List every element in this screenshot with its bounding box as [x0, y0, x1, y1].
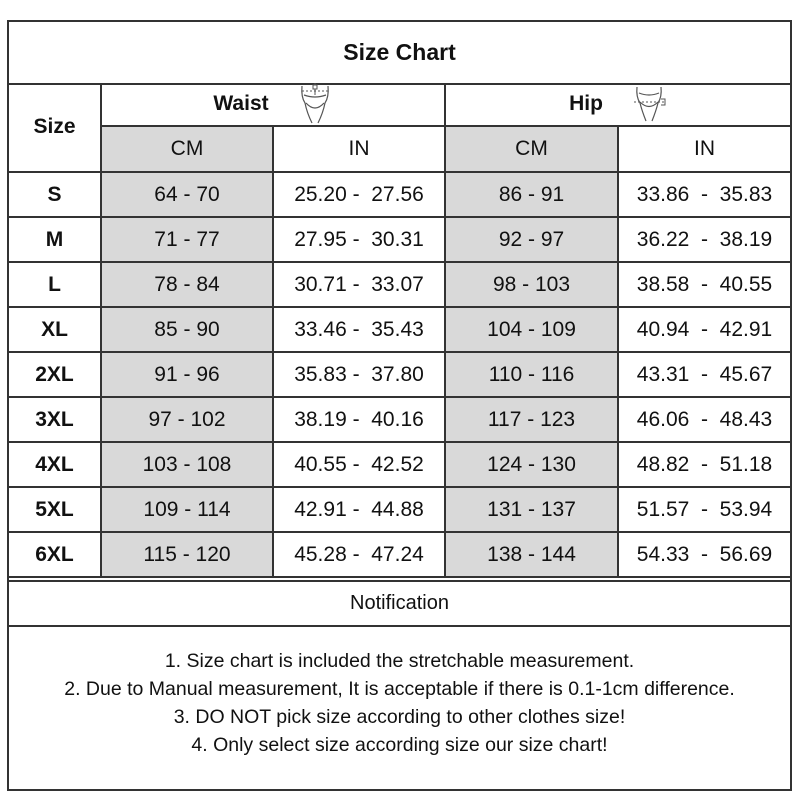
- waist-cm-cell: 97 - 102: [100, 396, 274, 443]
- waist-cm-cell: 109 - 114: [100, 486, 274, 533]
- table-row: 2XL 91 - 96 35.83 - 37.80 110 - 116 43.3…: [9, 351, 791, 398]
- waist-in-cell: 40.55 - 42.52: [271, 441, 447, 488]
- hip-figure-icon: [633, 86, 666, 122]
- note-item: 3. DO NOT pick size according to other c…: [173, 706, 626, 728]
- waist-cm-cell: 78 - 84: [100, 261, 274, 308]
- hip-header-label: Hip: [569, 92, 603, 115]
- hip-in-cell: 48.82 - 51.18: [617, 441, 791, 488]
- hip-cm-cell: 117 - 123: [444, 396, 620, 443]
- table-row: XL 85 - 90 33.46 - 35.43 104 - 109 40.94…: [9, 306, 791, 353]
- hip-cm-header: CM: [444, 125, 620, 173]
- hip-cm-cell: 104 - 109: [444, 306, 620, 353]
- note-item: 1. Size chart is included the stretchabl…: [164, 650, 635, 672]
- hip-in-cell: 51.57 - 53.94: [617, 486, 791, 533]
- hip-cm-cell: 131 - 137: [444, 486, 620, 533]
- notes-list: 1. Size chart is included the stretchabl…: [9, 647, 790, 759]
- waist-in-cell: 25.20 - 27.56: [271, 171, 447, 218]
- hip-in-cell: 43.31 - 45.67: [617, 351, 791, 398]
- hip-header: Hip: [444, 83, 791, 127]
- size-cell: S: [9, 171, 102, 218]
- table-row: M 71 - 77 27.95 - 30.31 92 - 97 36.22 - …: [9, 216, 791, 263]
- hip-cm-cell: 124 - 130: [444, 441, 620, 488]
- chart-title: Size Chart: [9, 22, 790, 85]
- notification-heading: Notification: [9, 580, 790, 627]
- waist-cm-cell: 71 - 77: [100, 216, 274, 263]
- waist-in-cell: 38.19 - 40.16: [271, 396, 447, 443]
- hip-cm-cell: 92 - 97: [444, 216, 620, 263]
- waist-cm-cell: 85 - 90: [100, 306, 274, 353]
- size-cell: XL: [9, 306, 102, 353]
- hip-in-cell: 33.86 - 35.83: [617, 171, 791, 218]
- hip-in-header: IN: [617, 125, 791, 173]
- size-cell: L: [9, 261, 102, 308]
- size-cell: 2XL: [9, 351, 102, 398]
- hip-in-cell: 46.06 - 48.43: [617, 396, 791, 443]
- table-row: S 64 - 70 25.20 - 27.56 86 - 91 33.86 - …: [9, 171, 791, 218]
- waist-in-cell: 42.91 - 44.88: [271, 486, 447, 533]
- waist-cm-cell: 64 - 70: [100, 171, 274, 218]
- waist-header-label: Waist: [213, 92, 269, 115]
- size-cell: 6XL: [9, 531, 102, 578]
- table-row: L 78 - 84 30.71 - 33.07 98 - 103 38.58 -…: [9, 261, 791, 308]
- hip-cm-cell: 98 - 103: [444, 261, 620, 308]
- waist-cm-cell: 91 - 96: [100, 351, 274, 398]
- size-chart-frame: Size Chart Size Waist: [7, 20, 792, 791]
- size-cell: M: [9, 216, 102, 263]
- waist-cm-cell: 103 - 108: [100, 441, 274, 488]
- size-cell: 4XL: [9, 441, 102, 488]
- waist-in-cell: 33.46 - 35.43: [271, 306, 447, 353]
- size-cell: 3XL: [9, 396, 102, 443]
- hip-cm-cell: 110 - 116: [444, 351, 620, 398]
- hip-in-cell: 36.22 - 38.19: [617, 216, 791, 263]
- waist-in-cell: 45.28 - 47.24: [271, 531, 447, 578]
- hip-cm-cell: 86 - 91: [444, 171, 620, 218]
- table-row: 6XL 115 - 120 45.28 - 47.24 138 - 144 54…: [9, 531, 791, 578]
- waist-in-cell: 30.71 - 33.07: [271, 261, 447, 308]
- size-table: Size Waist: [9, 83, 791, 578]
- note-item: 4. Only select size according size our s…: [191, 734, 608, 756]
- waist-in-header: IN: [271, 125, 447, 173]
- size-header: Size: [9, 83, 102, 173]
- waist-figure-icon: [300, 83, 329, 124]
- hip-cm-cell: 138 - 144: [444, 531, 620, 578]
- waist-header: Waist: [99, 83, 447, 127]
- note-item: 2. Due to Manual measurement, It is acce…: [64, 678, 735, 700]
- hip-in-cell: 38.58 - 40.55: [617, 261, 791, 308]
- waist-in-cell: 35.83 - 37.80: [271, 351, 447, 398]
- hip-in-cell: 40.94 - 42.91: [617, 306, 791, 353]
- table-row: 4XL 103 - 108 40.55 - 42.52 124 - 130 48…: [9, 441, 791, 488]
- waist-cm-cell: 115 - 120: [100, 531, 274, 578]
- waist-in-cell: 27.95 - 30.31: [271, 216, 447, 263]
- size-cell: 5XL: [9, 486, 102, 533]
- waist-cm-header: CM: [101, 125, 274, 173]
- table-row: 3XL 97 - 102 38.19 - 40.16 117 - 123 46.…: [9, 396, 791, 443]
- hip-in-cell: 54.33 - 56.69: [617, 531, 791, 578]
- table-row: 5XL 109 - 114 42.91 - 44.88 131 - 137 51…: [9, 486, 791, 533]
